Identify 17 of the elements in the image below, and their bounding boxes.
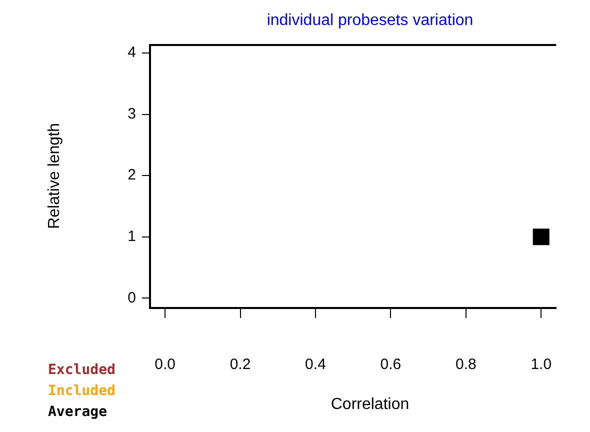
x-tick-label: 0.6 [380,356,402,374]
y-axis-title: Relative length [46,123,64,229]
x-tick-label: 0.0 [154,356,176,374]
y-tick-label: 4 [128,44,136,62]
y-tick-label: 1 [128,228,136,246]
legend-label: Excluded [48,361,116,380]
y-tick-label: 0 [128,289,136,306]
chart-title: individual probesets variation [266,12,474,30]
x-tick-label: 0.4 [305,356,326,374]
y-tick-label: 2 [128,166,136,184]
legend-label: Included [48,382,116,401]
x-tick-label: 0.2 [230,356,251,374]
x-axis-title: Correlation [330,396,410,414]
x-tick-label: 1.0 [530,356,552,374]
text: Average [48,403,108,422]
x-tick-label: 0.8 [455,356,476,374]
y-tick-label: 3 [128,105,136,122]
